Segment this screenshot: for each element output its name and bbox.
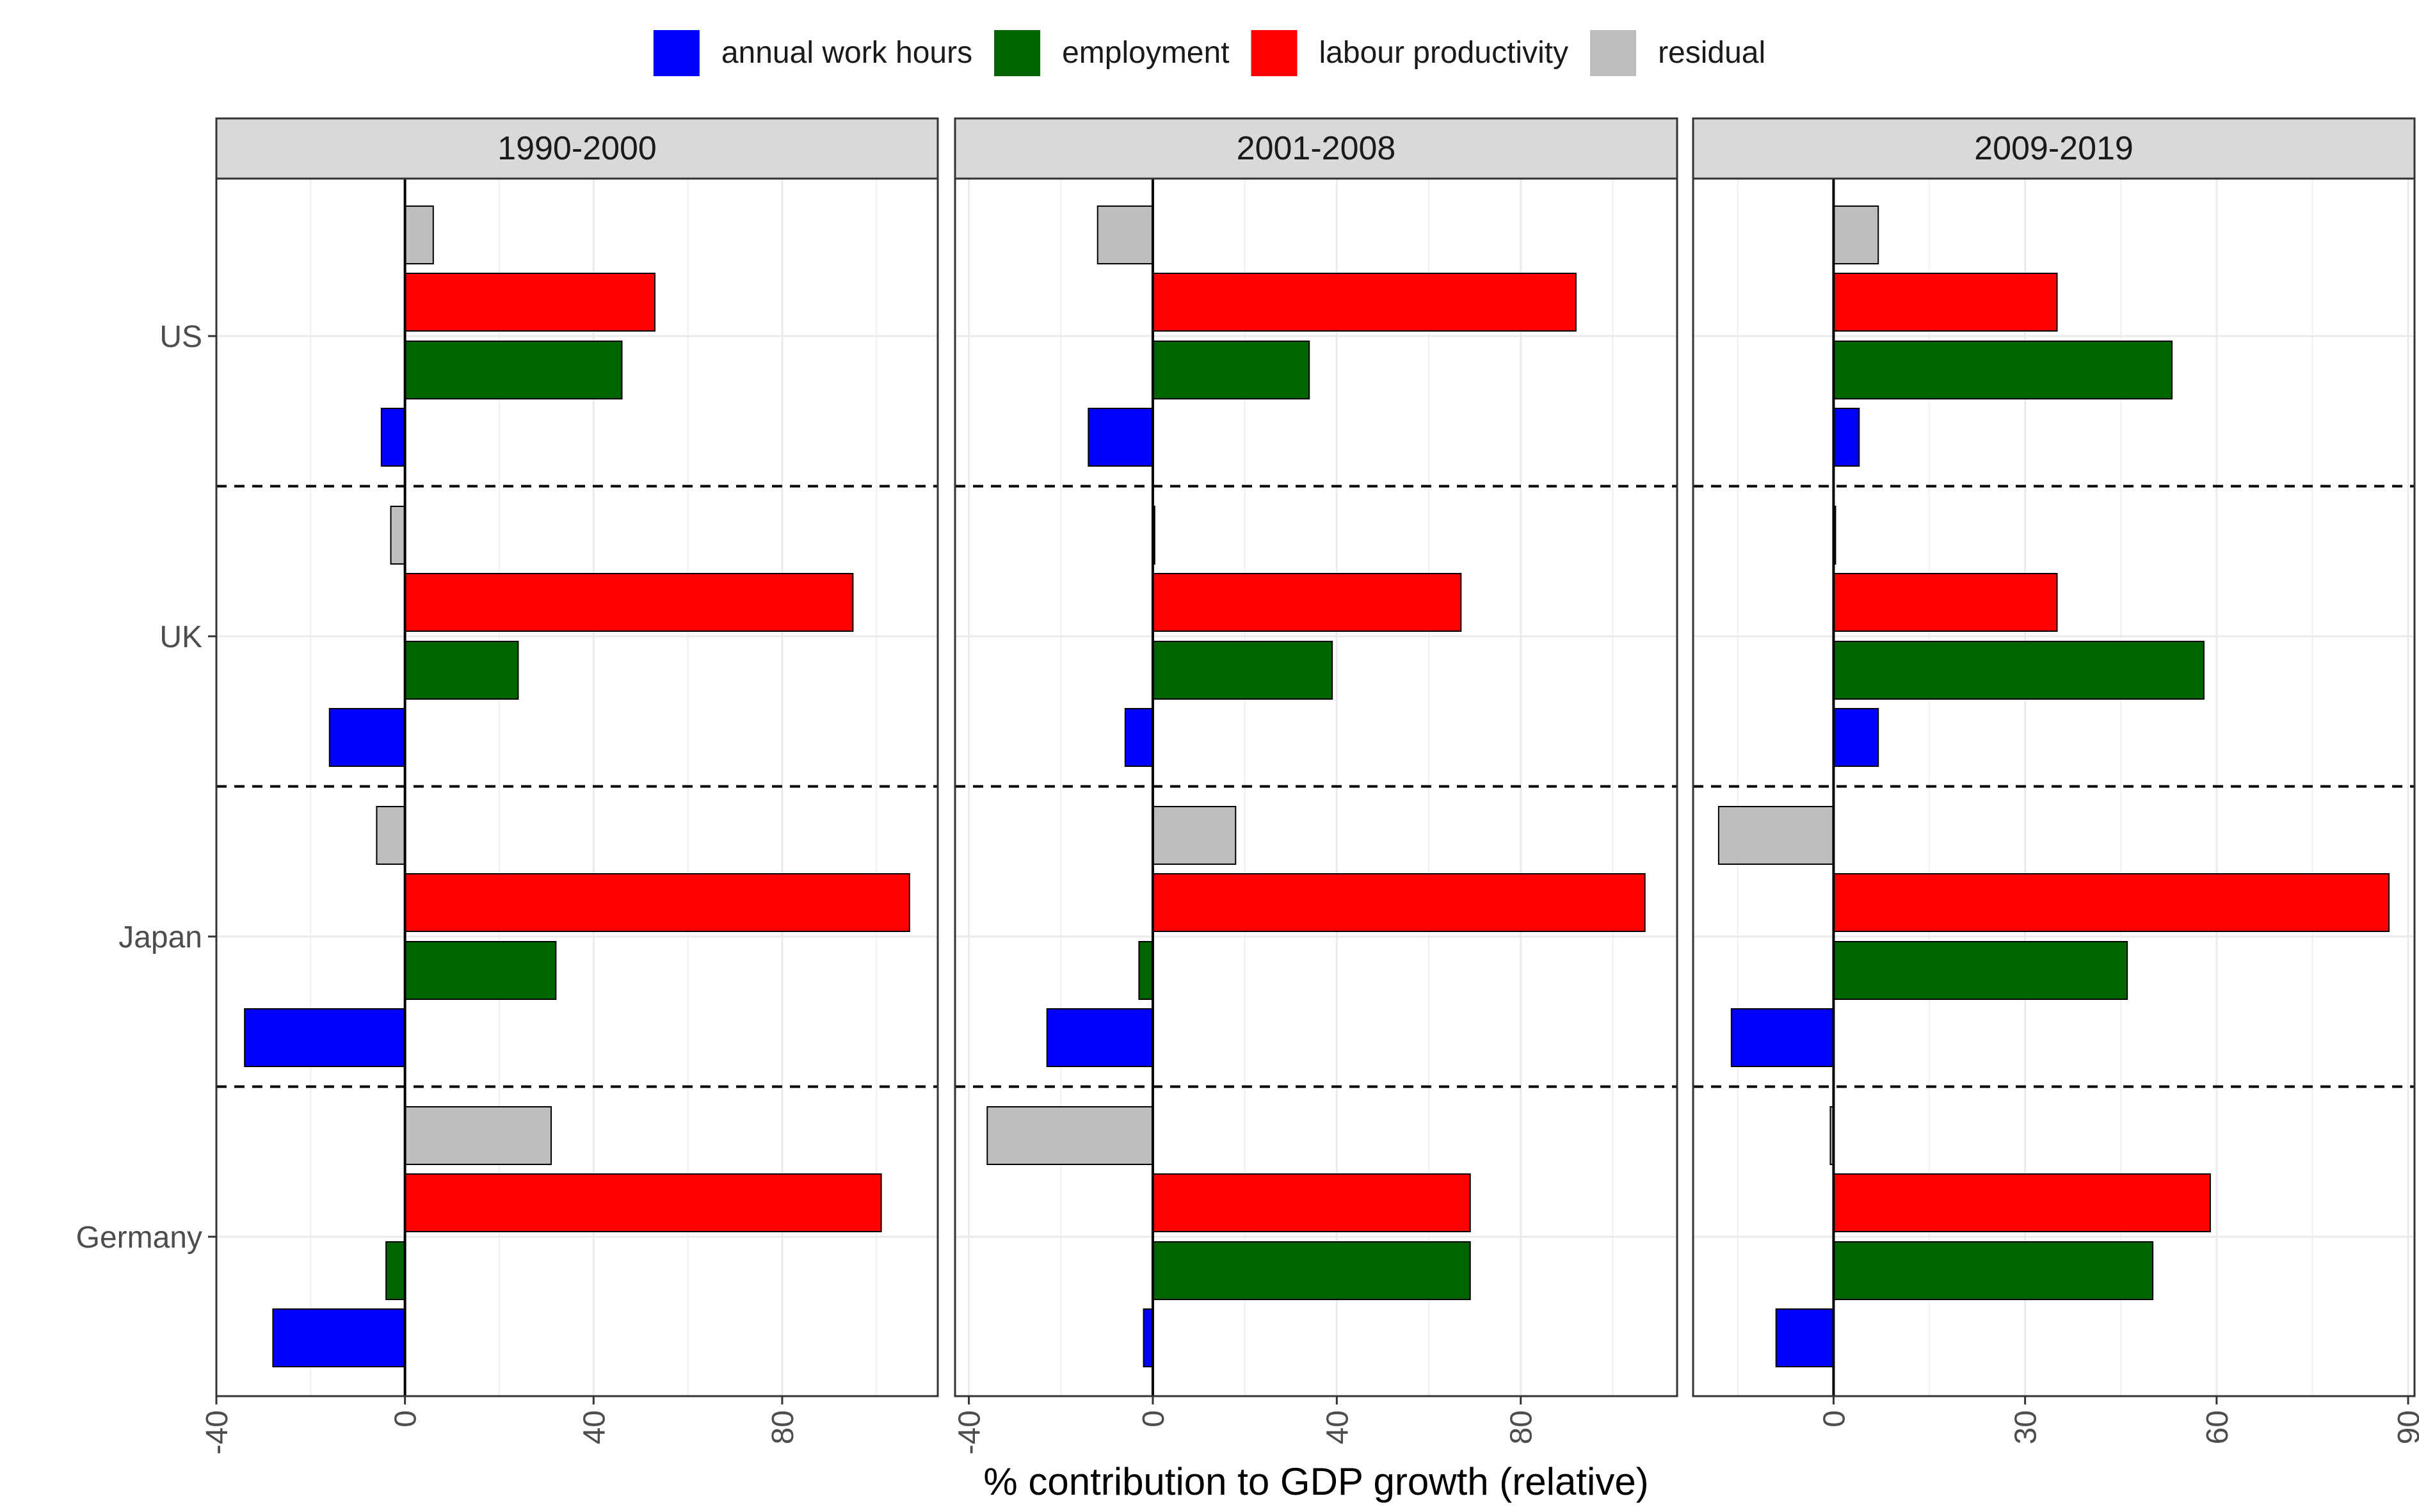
bar-us-annual-work-hours (1088, 408, 1153, 467)
bar-uk-annual-work-hours (328, 708, 406, 767)
bar-uk-labour-productivity (1152, 573, 1462, 632)
legend-label-residual: residual (1658, 36, 1765, 70)
bar-germany-employment (385, 1241, 406, 1300)
bar-us-residual (404, 205, 434, 264)
legend-key-annual-work-hours (653, 30, 700, 76)
bar-germany-labour-productivity (1833, 1173, 2211, 1232)
bar-us-annual-work-hours (380, 408, 406, 467)
bar-us-employment (1152, 341, 1310, 399)
panel-border (1692, 177, 2416, 1397)
x-axis: -40 0 40 80 (200, 1396, 800, 1454)
bar-germany-residual (986, 1106, 1153, 1165)
panel-title: 2001-2008 (1237, 130, 1396, 167)
bar-japan-residual (376, 806, 406, 865)
bar-japan-employment (404, 941, 557, 1000)
y-tick-label-germany: Germany (76, 1221, 202, 1255)
y-tick-label-uk: UK (159, 620, 202, 654)
x-tick-label: 30 (2009, 1410, 2043, 1444)
bar-us-residual (1097, 205, 1153, 264)
x-tick-label: -40 (953, 1410, 987, 1454)
x-tick-label: 0 (1817, 1410, 1851, 1428)
x-axis: 0 30 60 90 (1817, 1396, 2419, 1444)
panel-border (215, 177, 939, 1397)
legend-label-annual-work-hours: annual work hours (721, 36, 972, 70)
bar-uk-annual-work-hours (1124, 708, 1153, 767)
panel-border (954, 177, 1678, 1397)
bar-japan-employment (1138, 941, 1153, 1000)
y-axis: US UK Japan Germany (76, 320, 216, 1255)
bar-us-annual-work-hours (1833, 408, 1860, 467)
x-tick-label: 40 (577, 1410, 611, 1444)
bar-germany-labour-productivity (404, 1173, 882, 1232)
panel-strip (954, 117, 1678, 180)
legend-key-residual (1590, 30, 1637, 76)
bar-us-labour-productivity (404, 273, 656, 332)
bar-germany-residual (404, 1106, 552, 1165)
bars (986, 205, 1646, 1367)
bar-uk-labour-productivity (1833, 573, 2058, 632)
bar-uk-employment (1833, 641, 2205, 700)
bar-us-residual (1833, 205, 1879, 264)
bar-japan-labour-productivity (1833, 873, 2390, 932)
panel-2009-2019: 2009-2019 0 30 60 90 (1692, 117, 2419, 1444)
x-tick-label: 60 (2201, 1410, 2235, 1444)
x-tick-label: 90 (2392, 1410, 2419, 1444)
bar-japan-annual-work-hours (1046, 1008, 1153, 1067)
legend-label-employment: employment (1062, 36, 1229, 70)
bars (244, 205, 910, 1367)
bar-uk-employment (404, 641, 519, 700)
bar-uk-employment (1152, 641, 1333, 700)
x-tick-label: 80 (1505, 1410, 1539, 1444)
bar-germany-employment (1152, 1241, 1471, 1300)
bar-germany-annual-work-hours (1775, 1308, 1835, 1367)
panel-title: 2009-2019 (1974, 130, 2134, 167)
panel-2001-2008: 2001-2008 -40 0 40 80 (953, 117, 1678, 1454)
legend-key-labour-productivity (1251, 30, 1298, 76)
x-tick-label: -40 (200, 1410, 234, 1454)
bar-japan-labour-productivity (1152, 873, 1646, 932)
panel-strip (1692, 117, 2416, 180)
x-tick-label: 0 (1137, 1410, 1171, 1428)
bar-germany-employment (1833, 1241, 2154, 1300)
legend-label-labour-productivity: labour productivity (1319, 36, 1569, 70)
x-tick-label: 80 (766, 1410, 800, 1444)
bars (1717, 205, 2390, 1367)
bar-uk-labour-productivity (404, 573, 854, 632)
panel-strip (215, 117, 939, 180)
bar-japan-residual (1152, 806, 1237, 865)
bar-germany-labour-productivity (1152, 1173, 1471, 1232)
legend: annual work hours employment labour produc… (653, 30, 1765, 76)
bar-uk-annual-work-hours (1833, 708, 1879, 767)
panel-1990-2000: 1990-2000 -40 0 40 80 (200, 117, 939, 1454)
x-axis: -40 0 40 80 (953, 1396, 1539, 1454)
bar-us-employment (404, 341, 623, 399)
legend-key-employment (994, 30, 1041, 76)
bar-japan-residual (1717, 806, 1835, 865)
bar-us-labour-productivity (1152, 273, 1577, 332)
bar-us-labour-productivity (1833, 273, 2058, 332)
bar-japan-labour-productivity (404, 873, 910, 932)
bar-uk-residual (390, 506, 406, 565)
bar-germany-annual-work-hours (272, 1308, 406, 1367)
bar-japan-annual-work-hours (1730, 1008, 1835, 1067)
x-axis-title: % contribution to GDP growth (relative) (983, 1460, 1648, 1503)
bar-us-employment (1833, 341, 2173, 399)
x-tick-label: 0 (389, 1410, 423, 1428)
bar-japan-employment (1833, 941, 2128, 1000)
panel-title: 1990-2000 (497, 130, 657, 167)
y-tick-label-us: US (159, 320, 202, 354)
y-tick-label-japan: Japan (118, 921, 202, 954)
bar-germany-annual-work-hours (1143, 1308, 1153, 1367)
bar-japan-annual-work-hours (244, 1008, 406, 1067)
x-tick-label: 40 (1321, 1410, 1354, 1444)
